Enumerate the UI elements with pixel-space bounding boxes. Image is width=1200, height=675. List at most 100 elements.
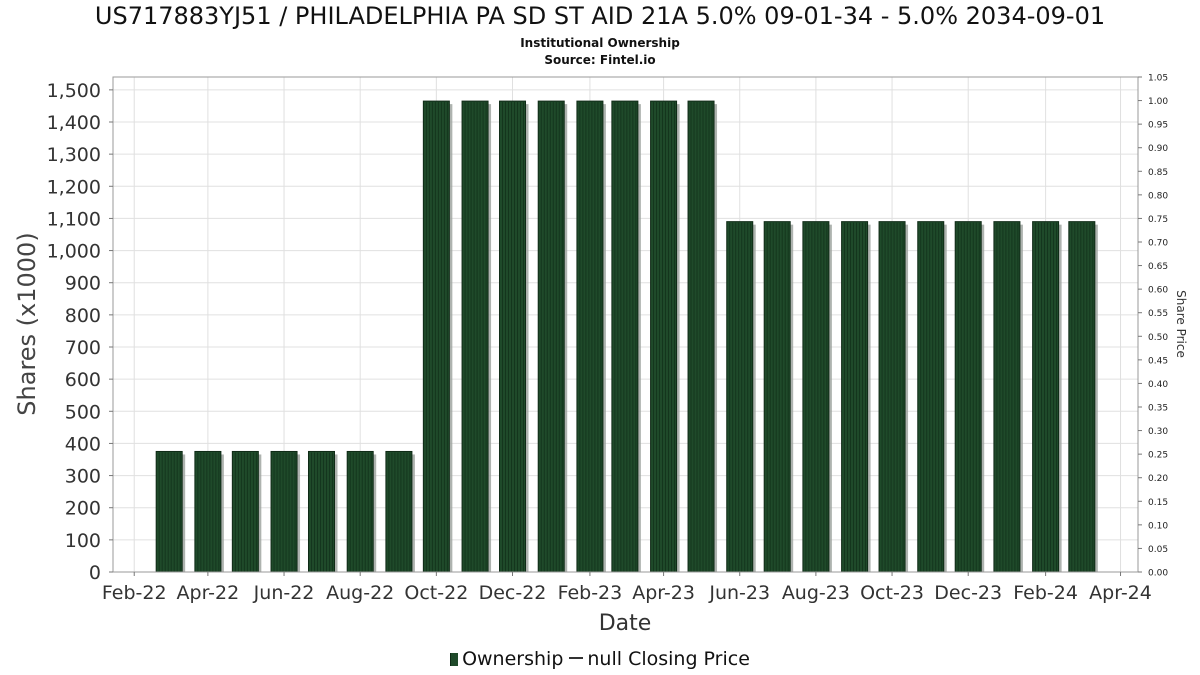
y2-tick-label: 0.60 [1148,286,1168,296]
chart-source: Source: Fintel.io [544,53,656,67]
ownership-bar-body [954,221,982,573]
y2-tick-label: 0.85 [1148,168,1168,178]
x-tick-label: Oct-23 [860,582,924,604]
ownership-bar-body [194,450,222,573]
y2-tick-label: 0.80 [1148,191,1168,201]
x-tick-label: Jun-23 [708,582,770,604]
ownership-bar-body [611,100,639,573]
y-tick-label: 1,000 [47,241,101,263]
ownership-bar: 2023-10-01: 1090 [878,221,909,573]
ownership-bar: 2024-03-01: 1090 [1068,221,1098,573]
ownership-bar: 2022-10-01: 1465 [422,100,453,573]
ownership-bar-body [802,221,830,573]
ownership-bar-body [1032,221,1060,573]
ownership-bar: 2022-07-01: 375 [307,450,338,573]
x-tick-label: Apr-22 [177,582,240,604]
x-tick-label: Jun-22 [253,582,315,604]
ownership-bar-body [307,450,335,573]
y2-tick-label: 0.25 [1148,451,1168,461]
y-tick-label: 600 [65,369,101,391]
ownership-bar-body [576,100,604,573]
price-legend-label: null Closing Price [587,648,750,670]
ownership-bar: 2023-07-01: 1090 [763,221,794,573]
y2-tick-label: 0.90 [1148,144,1168,154]
y2-tick-label: 0.05 [1148,545,1168,555]
x-tick-label: Apr-23 [632,582,695,604]
chart-title: US717883YJ51 / PHILADELPHIA PA SD ST AID… [94,2,1106,30]
y-axis-label: Shares (x1000) [13,232,41,415]
bars-layer: 2022-03-01: 375 2022-04-01: 3752022-05-01… [155,100,1098,573]
x-tick-label: Feb-22 [102,582,167,604]
ownership-bar-body [1068,221,1096,573]
y-tick-label: 1,400 [47,112,101,134]
ownership-bar: 2022-03-01: 375 [155,450,186,573]
y-tick-label: 1,200 [47,176,101,198]
price-legend-swatch [569,657,584,659]
y2-tick-label: 1.05 [1148,74,1168,84]
ownership-legend-swatch [450,653,459,666]
y-tick-label: 700 [65,337,101,359]
ownership-bar: 2022-05-01: 375 [231,450,262,573]
ownership-bar: 2024-01-01: 1090 [993,221,1023,573]
y2-tick-label: 0.70 [1148,239,1168,249]
x-tick-label: Feb-24 [1013,582,1078,604]
ownership-bar-body [687,100,715,573]
y2-tick-label: 1.00 [1148,97,1168,107]
y2-tick-label: 0.10 [1148,521,1168,531]
ownership-bar-body [537,100,565,573]
ownership-bar: 2023-05-01: 1465 [687,100,718,573]
ownership-bar-body [878,221,906,573]
y-tick-label: 500 [65,401,101,423]
x-tick-label: Aug-23 [782,582,850,604]
y-tick-label: 200 [65,498,101,520]
y-tick-label: 400 [65,433,101,455]
y2-tick-label: 0.35 [1148,404,1168,414]
ownership-bar: 2022-12-01: 1465 [499,100,529,573]
ownership-bar: 2023-09-01: 1090 [841,221,871,573]
ownership-legend-label: Ownership [462,648,564,670]
ownership-bar-body [385,450,413,573]
ownership-bar-body [231,450,259,573]
y-tick-label: 1,300 [47,144,101,166]
ownership-bar: 2023-03-01: 1465 [611,100,641,573]
ownership-bar-body [346,450,374,573]
ownership-bar-body [763,221,791,573]
ownership-bar: 2023-01-01: 1465 [537,100,568,573]
y-tick-label: 800 [65,305,101,327]
ownership-bar: 2023-12-01: 1090 [954,221,985,573]
ownership-bar: 2023-11-01: 1090 [917,221,947,573]
x-tick-label: Dec-23 [934,582,1002,604]
ownership-bar-body [270,450,298,573]
ownership-bar-body [650,100,678,573]
x-tick-label: Feb-23 [558,582,623,604]
ownership-bar: 2022-06-01: 375 [270,450,301,573]
ownership-bar-body [499,100,527,573]
y2-tick-label: 0.65 [1148,262,1168,272]
chart-subtitle: Institutional Ownership [520,36,680,50]
legend: Ownership null Closing Price [0,648,1200,670]
ownership-bar-body [841,221,869,573]
ownership-bar: 2022-04-01: 375 [194,450,224,573]
ownership-bar: 2023-02-01: 1465 [576,100,606,573]
ownership-bar: 2023-06-01: 1090 [726,221,756,573]
y2-tick-label: 0.15 [1148,498,1168,508]
y2-tick-label: 0.30 [1148,427,1168,437]
y-tick-label: 1,100 [47,208,101,230]
axes-layer: 0 100 200 300 400 500 600 700 800 900 1,000 1,100 1,… [47,74,1169,605]
ownership-bar-body [461,100,489,573]
y2-tick-label: 0.75 [1148,215,1168,225]
x-axis-label: Date [599,611,652,636]
ownership-bar-body [917,221,945,573]
ownership-bar: 2022-08-01: 375 [346,450,377,573]
y2-tick-label: 0.95 [1148,121,1168,131]
y2-tick-label: 0.00 [1148,569,1168,579]
y2-tick-label: 0.50 [1148,333,1168,343]
y-tick-label: 900 [65,273,101,295]
ownership-bar-body [993,221,1021,573]
y2-tick-label: 0.20 [1148,474,1168,484]
y-tick-label: 300 [65,466,101,488]
ownership-bar-body [155,450,183,573]
ownership-bar-body [422,100,450,573]
ownership-bar: 2023-08-01: 1090 [802,221,832,573]
